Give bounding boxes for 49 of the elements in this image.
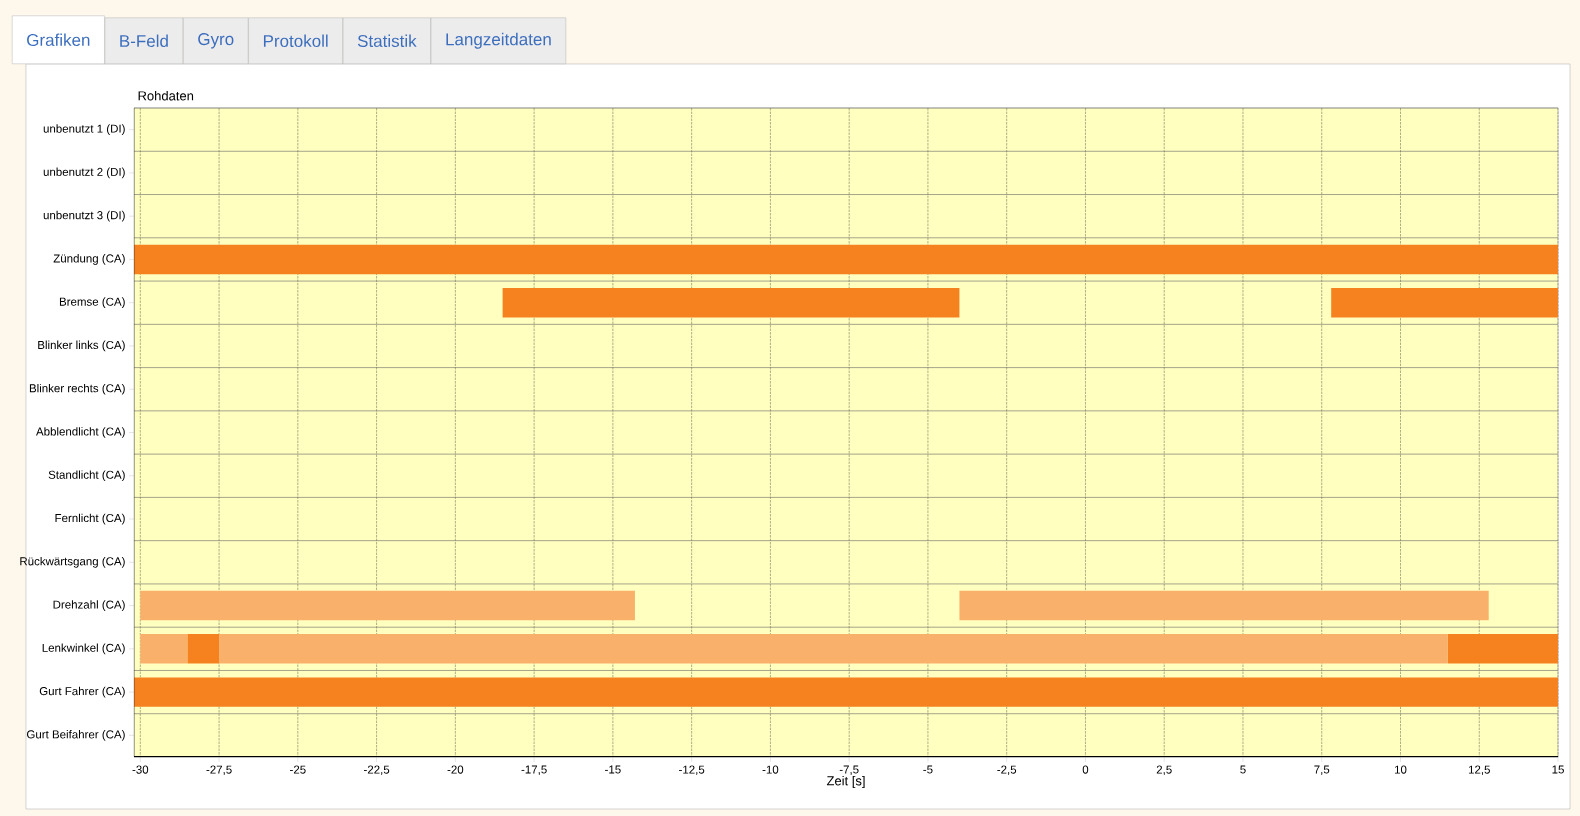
x-tick-label: 12,5	[1468, 765, 1490, 776]
x-tick-label: 15	[1552, 765, 1564, 774]
x-tick-label: -5	[923, 765, 933, 774]
x-tick-label: -17,5	[521, 765, 547, 775]
x-tick-label: 10	[1394, 765, 1407, 774]
x-tick-label: 7,5	[1314, 765, 1330, 775]
y-tick-label: Fernlicht (CA)	[55, 513, 125, 525]
bar	[1331, 287, 1559, 318]
x-tick-label: -7,5	[839, 765, 859, 775]
x-tick-label: -27,5	[206, 765, 232, 776]
chart-title: Rohdaten	[138, 90, 194, 101]
x-tick-label: -25	[290, 765, 306, 774]
x-tick-label: 0	[1082, 765, 1089, 774]
text: Protokoll	[263, 34, 328, 48]
x-tick-label: -30	[132, 765, 149, 774]
y-tick-label: unbenutzt 3 (DI)	[43, 210, 125, 222]
text: Gyro	[198, 33, 234, 49]
bar	[502, 287, 960, 318]
bar	[134, 677, 1559, 707]
y-tick-label: Standlicht (CA)	[48, 470, 125, 482]
bar	[134, 244, 1559, 275]
x-tick-label: -2,5	[997, 765, 1017, 776]
x-tick-label: -15	[605, 765, 621, 774]
bar	[1447, 634, 1559, 664]
y-tick-label: Rückwärtsgang (CA)	[20, 556, 125, 568]
y-tick-label: Blinker links (CA)	[38, 340, 125, 352]
y-tick-label: Gurt Beifahrer (CA)	[27, 730, 125, 741]
text: Langzeitdaten	[446, 32, 551, 49]
text: B-Feld	[120, 34, 168, 48]
y-tick-label: Abblendlicht (CA)	[36, 427, 125, 438]
x-tick-label: -22,5	[364, 765, 390, 776]
text: Grafiken	[27, 33, 90, 47]
x-tick-label: -12,5	[679, 765, 705, 776]
y-tick-label: unbenutzt 1 (DI)	[43, 124, 125, 135]
bar	[219, 634, 1448, 664]
y-tick-label: Gurt Fahrer (CA)	[39, 686, 125, 698]
x-tick-label: -10	[762, 765, 779, 774]
y-tick-label: Zündung (CA)	[53, 254, 125, 265]
x-tick-label: -20	[447, 765, 464, 774]
y-tick-label: Lenkwinkel (CA)	[42, 643, 125, 655]
x-tick-label: 2,5	[1156, 765, 1172, 776]
y-tick-label: Bremse (CA)	[59, 297, 125, 309]
x-tick-label: 5	[1240, 765, 1246, 774]
y-tick-label: Blinker rechts (CA)	[29, 383, 125, 395]
y-tick-label: unbenutzt 2 (DI)	[43, 167, 125, 179]
x-axis-title: Zeit [s]	[826, 775, 865, 789]
bar	[187, 634, 220, 664]
text: Statistik	[357, 34, 417, 48]
y-tick-label: Drehzahl (CA)	[53, 600, 125, 611]
